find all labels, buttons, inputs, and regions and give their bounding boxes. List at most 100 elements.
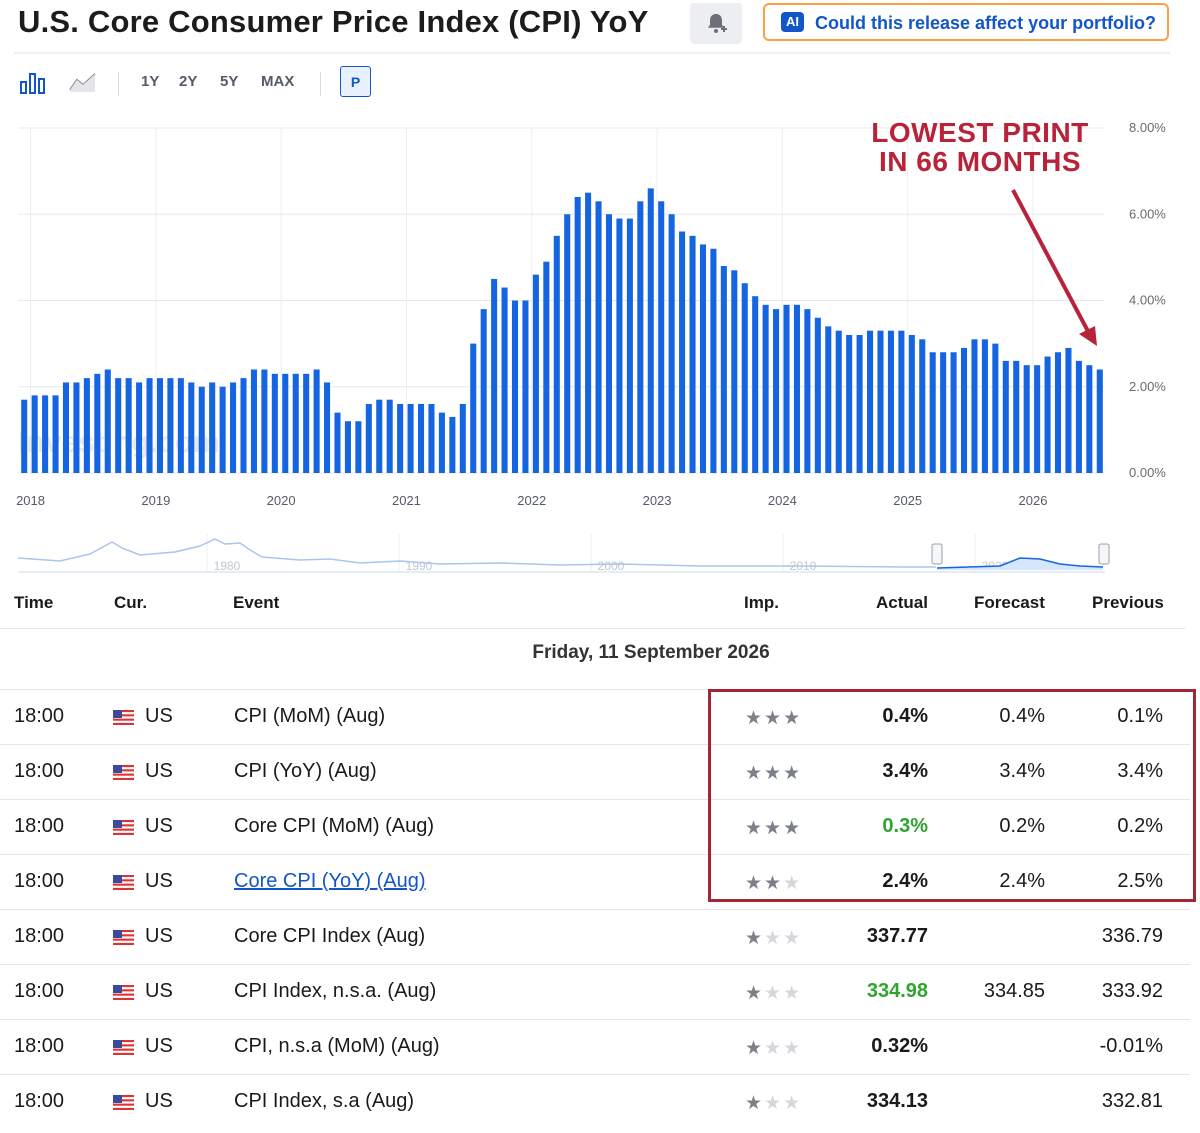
chart-bar [62,382,70,473]
chart-bar [940,352,947,473]
add-alert-button[interactable] [690,3,742,44]
cpi-bar-chart: Investing.com 0.00%2.00%4.00%6.00%8.00% … [16,120,1166,508]
chart-bar [689,235,696,473]
col-previous[interactable]: Previous [1092,593,1164,612]
chart-bar [355,421,362,473]
chart-bar [637,201,644,473]
event-currency: US [145,760,173,782]
chart-bar [209,382,216,473]
col-currency[interactable]: Cur. [114,593,148,612]
star-filled-icon: ★★★ [745,708,803,729]
chart-bar [647,188,654,473]
event-name[interactable]: Core CPI (YoY) (Aug) [234,870,426,892]
previous-value: 0.1% [1117,705,1163,727]
chart-bar [104,369,111,473]
us-flag-icon [113,765,134,780]
toolbar-separator [320,72,321,96]
col-actual[interactable]: Actual [876,593,928,612]
bar-chart-icon[interactable] [20,70,46,94]
chart-bar [1023,365,1030,473]
chart-bar [344,421,351,473]
chart-bar [230,382,237,473]
x-tick-label: 2024 [768,493,797,508]
event-name[interactable]: CPI, n.s.a (MoM) (Aug) [234,1035,440,1057]
ai-portfolio-button[interactable]: AI Could this release affect your portfo… [763,3,1169,41]
date-header: Friday, 11 September 2026 [0,642,1190,678]
event-name[interactable]: Core CPI Index (Aug) [234,925,426,947]
actual-value: 0.3% [882,815,928,837]
actual-value: 334.13 [866,1090,928,1112]
chart-bar [783,304,790,473]
importance-stars: ★★★ [745,872,802,895]
event-name[interactable]: CPI Index, s.a (Aug) [234,1090,415,1112]
actual-value: 0.32% [871,1035,928,1057]
navigator-selection-fill [937,558,1103,570]
chart-bar [846,335,853,473]
navigator-handle-right[interactable] [1098,543,1110,565]
event-name[interactable]: Core CPI (MoM) (Aug) [234,815,435,837]
range-2y[interactable]: 2Y [179,73,198,90]
chart-bar [156,378,163,473]
y-tick-label: 4.00% [1129,293,1166,308]
ai-button-label: Could this release affect your portfolio… [815,13,1157,33]
event-time: 18:00 [14,925,65,947]
x-tick-label: 2019 [141,493,170,508]
col-time[interactable]: Time [14,593,54,612]
chart-bar [240,378,247,473]
table-row[interactable]: 18:00 US Core CPI (YoY) (Aug) ★★★ 2.4% 2.4% 2… [0,854,1190,909]
table-row[interactable]: 18:00 US Core CPI Index (Aug) ★★★ 337.77 336… [0,909,1190,964]
table-row[interactable]: 18:00 US CPI (YoY) (Aug) ★★★ 3.4% 3.4% 3.4% [0,744,1190,799]
event-time: 18:00 [14,760,65,782]
chart-bar [971,339,978,473]
chart-bar [188,382,195,473]
chart-bar [532,274,539,473]
range-5y[interactable]: 5Y [220,73,239,90]
p-button[interactable]: P [340,66,371,97]
event-name[interactable]: CPI (MoM) (Aug) [234,705,386,727]
chart-bar [929,352,936,473]
actual-value: 2.4% [882,870,928,892]
chart-bar [261,369,268,473]
forecast-value: 0.2% [999,815,1045,837]
chart-bar [1075,360,1082,473]
chart-bar [407,404,414,473]
previous-value: 332.81 [1101,1090,1163,1112]
chart-bar [919,339,926,473]
y-tick-label: 6.00% [1129,206,1166,221]
chart-bar [511,300,519,473]
table-row[interactable]: 18:00 US CPI Index, s.a (Aug) ★★★ 334.13 332… [0,1074,1190,1129]
annotation-arrow [1011,189,1097,346]
x-tick-label: 2020 [267,493,296,508]
col-event[interactable]: Event [233,593,280,612]
range-1y[interactable]: 1Y [141,73,160,90]
navigator-handle-left[interactable] [931,543,943,565]
actual-value: 0.4% [882,705,928,727]
table-row[interactable]: 18:00 US CPI, n.s.a (MoM) (Aug) ★★★ 0.32% -0… [0,1019,1190,1074]
event-currency: US [145,815,173,837]
col-importance[interactable]: Imp. [744,593,779,612]
col-forecast[interactable]: Forecast [974,593,1045,612]
chart-bar [115,378,122,473]
table-row[interactable]: 18:00 US CPI Index, n.s.a. (Aug) ★★★ 334.98… [0,964,1190,1019]
event-name[interactable]: CPI Index, n.s.a. (Aug) [234,980,437,1002]
area-chart-icon[interactable] [69,70,97,94]
us-flag-icon [113,1095,134,1110]
event-name[interactable]: CPI (YoY) (Aug) [234,760,377,782]
importance-stars: ★★★ [745,1092,802,1115]
chart-bar [898,330,905,473]
table-row[interactable]: 18:00 US Core CPI (MoM) (Aug) ★★★ 0.3% 0.2% 0… [0,799,1190,854]
y-tick-label: 2.00% [1129,379,1166,394]
star-empty-icon: ★ [783,873,803,894]
star-filled-icon: ★ [745,983,765,1004]
star-filled-icon: ★★★ [745,818,803,839]
range-max[interactable]: MAX [261,73,295,90]
events-table: 18:00 US CPI (MoM) (Aug) ★★★ 0.4% 0.4% 0.1% 18… [0,689,1190,1129]
header-divider [14,52,1170,54]
chart-toolbar: 1Y 2Y 5Y MAX P [0,60,1200,106]
table-row[interactable]: 18:00 US CPI (MoM) (Aug) ★★★ 0.4% 0.4% 0.1% [0,689,1190,744]
importance-stars: ★★★ [745,817,802,840]
chart-bar [585,192,592,473]
range-navigator[interactable]: 1980 1990 2000 2010 2020 [0,530,1200,576]
chart-bar [699,244,706,473]
actual-value: 334.98 [866,980,928,1002]
